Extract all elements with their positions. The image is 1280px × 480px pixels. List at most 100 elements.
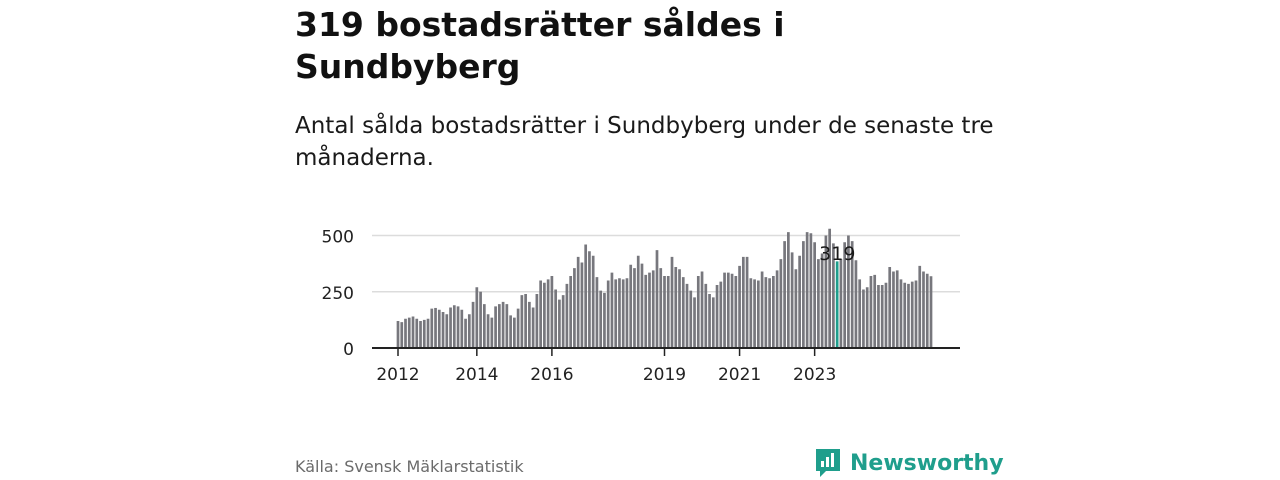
y-tick-label: 500 (322, 228, 354, 248)
bar (404, 318, 407, 348)
bar (704, 283, 708, 348)
bar (805, 232, 809, 348)
bar (497, 304, 501, 348)
bar (839, 259, 843, 348)
bar (749, 278, 753, 348)
annotations: 319 (819, 243, 855, 265)
bar (734, 276, 738, 348)
bar (528, 301, 531, 348)
bar (670, 256, 674, 348)
source-note: Källa: Svensk Mäklarstatistik (295, 457, 524, 476)
x-tick-label: 2023 (793, 365, 836, 385)
bar (892, 271, 895, 348)
bar (693, 297, 696, 348)
brand-name: Newsworthy (850, 450, 1004, 476)
bar (633, 268, 636, 348)
bar (437, 309, 441, 348)
bar (524, 294, 527, 348)
bar (723, 272, 726, 348)
bar (430, 308, 434, 348)
bar (471, 301, 475, 348)
bar (798, 255, 801, 348)
bar (588, 251, 591, 348)
bar (573, 268, 576, 348)
bar (817, 259, 820, 348)
bar (663, 276, 666, 348)
bar (396, 321, 400, 348)
bar (862, 289, 865, 348)
bar (730, 273, 734, 348)
bar (756, 280, 760, 348)
bar (925, 273, 929, 348)
bar (501, 301, 505, 348)
bar (674, 267, 678, 348)
bar (802, 241, 805, 348)
bar (726, 272, 730, 348)
bar (708, 294, 711, 348)
bar (486, 314, 490, 348)
bar (460, 309, 464, 348)
bar (580, 262, 584, 348)
bar (929, 276, 933, 348)
bar (858, 279, 862, 348)
bar (513, 317, 516, 348)
bar (449, 307, 452, 348)
bar (618, 278, 621, 348)
bar (603, 292, 606, 348)
bar (644, 274, 648, 348)
bar (610, 272, 614, 348)
bar (711, 297, 715, 348)
bar (441, 312, 445, 348)
bar (678, 269, 681, 348)
bar (584, 244, 588, 348)
bar (452, 305, 456, 348)
bar (467, 314, 471, 348)
bar (689, 290, 693, 348)
bar (621, 279, 625, 348)
bars (396, 228, 933, 348)
bar (595, 277, 599, 348)
bar (400, 322, 404, 348)
bar (561, 295, 565, 348)
bar (426, 318, 430, 348)
bar (636, 255, 640, 348)
bar (903, 282, 907, 348)
highlight-value-label: 319 (819, 243, 855, 265)
bar (535, 294, 539, 348)
bar (505, 304, 509, 348)
bar (918, 265, 922, 348)
bar (865, 287, 869, 348)
x-tick-label: 2016 (530, 365, 573, 385)
bar (565, 283, 569, 348)
bar (411, 316, 415, 348)
bar (415, 318, 419, 348)
bar (599, 290, 603, 348)
y-tick-label: 0 (343, 340, 354, 360)
bar (820, 253, 824, 348)
bar (569, 276, 573, 348)
x-tick-label: 2021 (718, 365, 761, 385)
bar (516, 308, 520, 348)
bar (914, 280, 918, 348)
chart-subtitle: Antal sålda bostadsrätter i Sundbyberg u… (295, 113, 994, 171)
bar (520, 295, 524, 348)
bar (910, 281, 914, 348)
bar (509, 315, 512, 348)
bar (843, 242, 847, 348)
bar (490, 317, 494, 348)
bar (738, 265, 741, 348)
bar (482, 304, 486, 348)
bar (659, 268, 663, 348)
bar (899, 279, 903, 348)
bar (850, 241, 854, 348)
bar (550, 276, 554, 348)
x-tick-label: 2012 (376, 365, 419, 385)
brand-logo[interactable]: Newsworthy (814, 446, 1004, 480)
chart-title: 319 bostadsrätter såldes i Sundbyberg (295, 5, 785, 86)
bar (824, 235, 828, 348)
x-tick-label: 2014 (455, 365, 498, 385)
bar (794, 269, 798, 348)
bar (554, 289, 557, 348)
bar (888, 267, 892, 348)
bar (464, 318, 467, 348)
